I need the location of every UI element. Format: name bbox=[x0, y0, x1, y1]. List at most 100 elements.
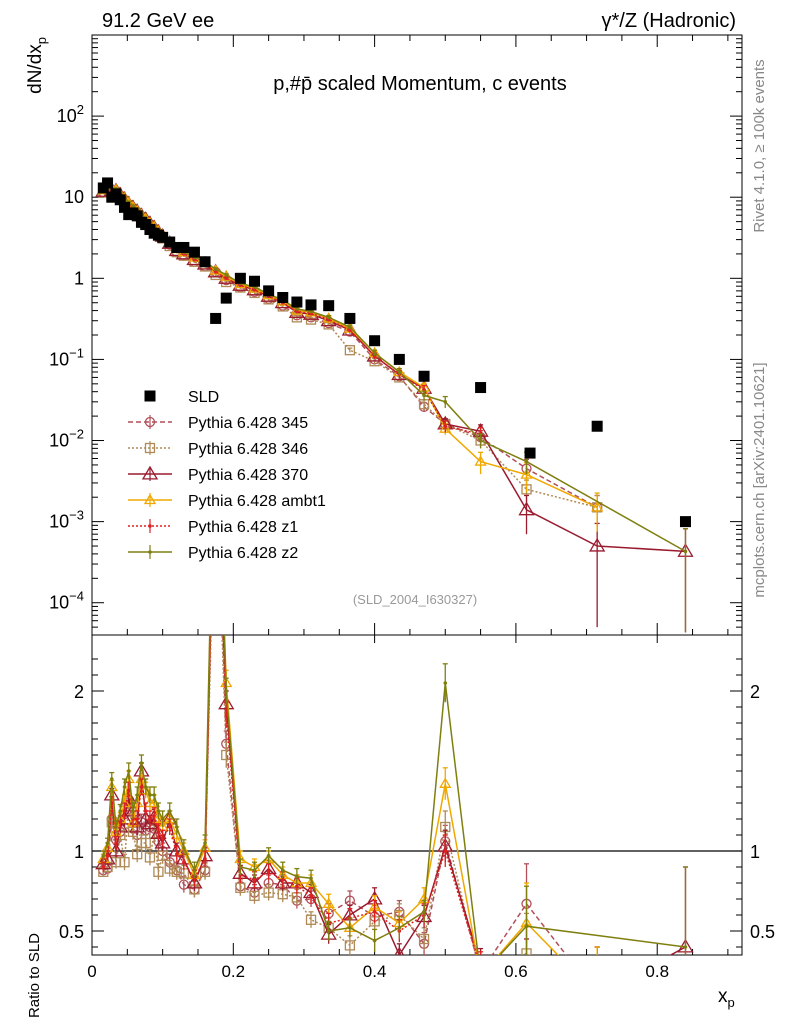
ratio-point bbox=[186, 874, 203, 889]
ratio-point bbox=[156, 830, 161, 834]
y-tick-label: 10−4 bbox=[49, 589, 84, 613]
x-tick-label: 0.8 bbox=[645, 962, 669, 981]
data-point bbox=[591, 420, 603, 432]
ratio-point bbox=[152, 812, 165, 824]
legend-item: Pythia 6.428 ambt1 bbox=[128, 493, 326, 510]
ratio-point bbox=[263, 887, 274, 898]
series-point bbox=[589, 537, 606, 552]
ratio-point bbox=[683, 945, 688, 949]
series-point bbox=[348, 325, 352, 329]
legend-marker bbox=[144, 390, 156, 402]
ratio-point bbox=[252, 868, 257, 872]
data-point bbox=[305, 299, 317, 311]
data-point bbox=[199, 256, 211, 268]
ratio-tick-label-right: 2 bbox=[750, 682, 760, 702]
ratio-tick-label: 0.5 bbox=[59, 922, 84, 942]
data-point bbox=[323, 300, 335, 312]
data-point bbox=[344, 312, 356, 324]
x-tick-label: 0.6 bbox=[504, 962, 528, 981]
series-point bbox=[397, 370, 402, 374]
ratio-point bbox=[322, 897, 335, 908]
ratio-point bbox=[164, 863, 175, 874]
ratio-point bbox=[174, 852, 179, 856]
ratio-point bbox=[167, 825, 172, 829]
legend-item: Pythia 6.428 346 bbox=[128, 441, 308, 458]
ratio-point bbox=[309, 876, 313, 880]
data-point bbox=[524, 447, 536, 459]
ratio-tick-label-right: 0.5 bbox=[750, 922, 775, 942]
data-point bbox=[110, 188, 122, 200]
legend-item: Pythia 6.428 345 bbox=[128, 415, 308, 432]
legend-marker bbox=[141, 465, 159, 480]
data-point bbox=[210, 312, 222, 324]
ratio-point bbox=[139, 785, 144, 789]
plot-title: p,#p̄ scaled Momentum, c events bbox=[273, 73, 566, 95]
legend-label: Pythia 6.428 346 bbox=[188, 441, 308, 458]
ratio-point bbox=[182, 846, 186, 850]
ratio-point bbox=[101, 854, 106, 858]
ratio-panel-frame bbox=[91, 634, 743, 956]
data-point bbox=[114, 194, 126, 206]
ratio-point bbox=[199, 866, 211, 877]
series-point bbox=[478, 438, 483, 443]
series-point bbox=[295, 307, 299, 311]
series-point bbox=[591, 501, 604, 512]
ratio-point bbox=[160, 817, 165, 821]
x-tick-label: 0.4 bbox=[363, 962, 387, 981]
data-point bbox=[157, 231, 169, 243]
ratio-point bbox=[174, 825, 179, 829]
data-point bbox=[164, 236, 176, 248]
ratio-tick-label: 1 bbox=[74, 842, 84, 862]
ratio-point bbox=[280, 868, 285, 872]
series-point bbox=[131, 204, 135, 208]
rivet-version-label: Rivet 4.1.0, ≥ 100k events bbox=[751, 59, 768, 232]
ratio-point bbox=[118, 820, 123, 824]
ratio-point bbox=[295, 884, 299, 888]
main-plot-area bbox=[95, 177, 694, 633]
ratio-point bbox=[132, 849, 143, 860]
series-point bbox=[443, 424, 448, 429]
y-axis-label: dN/dxp bbox=[25, 37, 49, 94]
data-point bbox=[277, 291, 289, 303]
data-point bbox=[178, 241, 190, 253]
data-point bbox=[475, 382, 487, 394]
ratio-point bbox=[305, 914, 317, 925]
ratio-point bbox=[144, 852, 156, 863]
ratio-point bbox=[439, 777, 452, 788]
ratio-point bbox=[107, 842, 125, 857]
ratio-point bbox=[394, 946, 405, 955]
legend-item-data: SLD bbox=[144, 389, 219, 406]
series-point bbox=[443, 400, 448, 404]
series-point bbox=[213, 267, 218, 271]
ratio-point bbox=[122, 809, 127, 813]
y-tick-label: 102 bbox=[57, 102, 84, 126]
ratio-point bbox=[476, 968, 485, 977]
ratio-point bbox=[474, 958, 488, 970]
ratio-point bbox=[372, 910, 377, 914]
ratio-point bbox=[443, 681, 448, 685]
series-point bbox=[252, 288, 257, 292]
ratio-point bbox=[476, 971, 485, 980]
ratio-point bbox=[139, 761, 144, 765]
ratio-point bbox=[304, 876, 318, 888]
axis-ticks: 0 0.2 0.4 0.6 0.8 10−4 10−3 10−2 10−1 1 10 102 0.5 0.… bbox=[49, 35, 775, 981]
ratio-point bbox=[348, 926, 352, 930]
legend-marker bbox=[148, 524, 152, 528]
ratio-point bbox=[476, 971, 486, 980]
series-point bbox=[348, 328, 352, 332]
series-point bbox=[683, 549, 688, 554]
ratio-point bbox=[524, 924, 529, 928]
ratio-point bbox=[114, 825, 118, 829]
ratio-point bbox=[479, 966, 483, 970]
ratio-point bbox=[326, 929, 331, 933]
data-point bbox=[291, 296, 303, 308]
legend-marker bbox=[144, 442, 156, 454]
ratio-point bbox=[372, 938, 377, 943]
ratio-point bbox=[214, 369, 218, 373]
ratio-point bbox=[593, 991, 602, 1000]
ratio-point bbox=[114, 841, 118, 845]
ratio-point bbox=[443, 849, 448, 853]
ratio-point bbox=[101, 865, 106, 869]
mcplots-label: mcplots.cern.ch [arXiv:2401.10621] bbox=[751, 362, 768, 597]
